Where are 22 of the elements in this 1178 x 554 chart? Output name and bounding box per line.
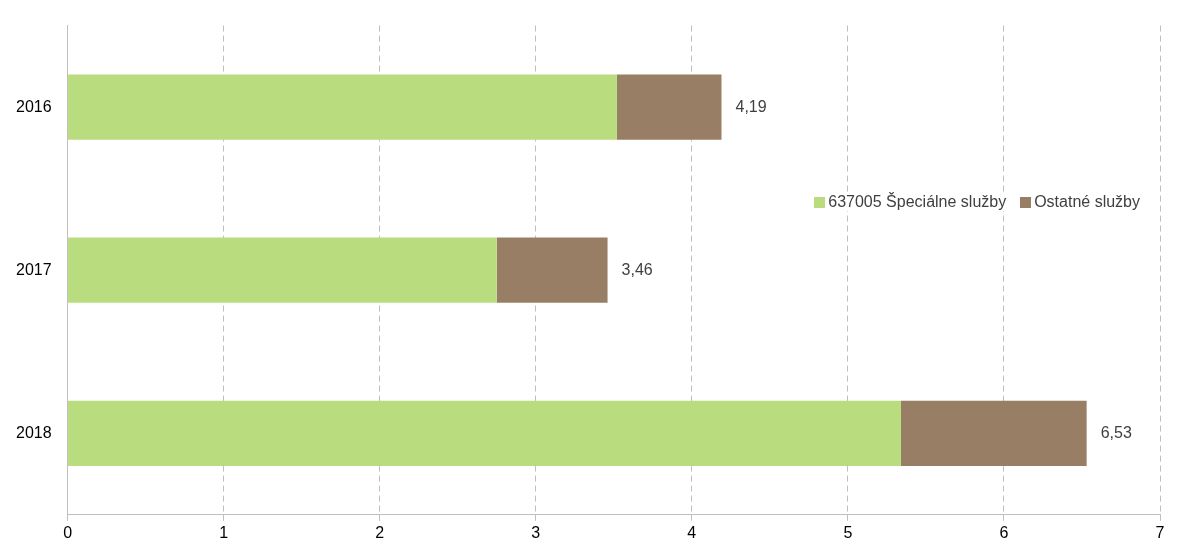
bar	[68, 237, 497, 303]
x-tick-label: 0	[63, 523, 73, 541]
legend-label: 637005 Špeciálne služby	[828, 193, 1007, 211]
total-label: 4,19	[735, 97, 767, 115]
x-tick-label: 7	[1155, 523, 1165, 541]
y-tick-label: 2017	[16, 260, 52, 278]
x-tick-label: 6	[999, 523, 1009, 541]
x-tick-label: 1	[219, 523, 229, 541]
total-label: 6,53	[1100, 423, 1132, 441]
bar	[68, 400, 901, 466]
bar	[68, 74, 617, 140]
x-tick-label: 2	[375, 523, 385, 541]
legend-label: Ostatné služby	[1034, 193, 1140, 211]
x-tick-label: 3	[531, 523, 541, 541]
x-tick-label: 4	[687, 523, 697, 541]
y-tick-label: 2016	[16, 97, 52, 115]
bar	[900, 400, 1087, 466]
total-label: 3,46	[621, 260, 653, 278]
x-tick-label: 5	[843, 523, 853, 541]
y-tick-label: 2018	[16, 423, 52, 441]
bar	[496, 237, 608, 303]
bar	[616, 74, 722, 140]
